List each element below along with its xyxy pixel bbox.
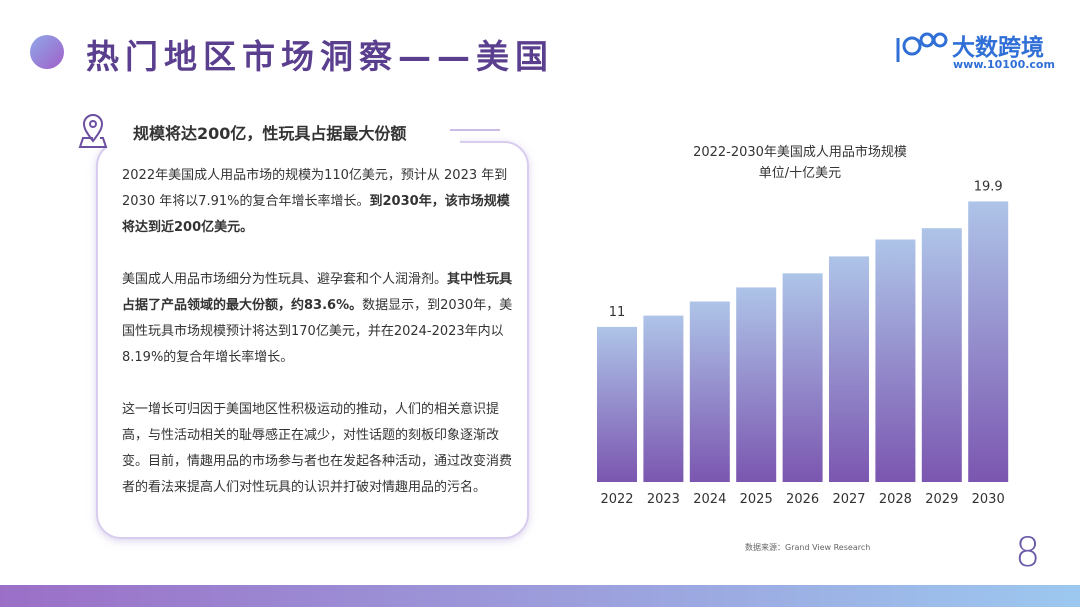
data-label: 11	[609, 305, 626, 320]
text: 数据显示，到2030年，美国性玩具市场规模预计将达到170亿美元，并在2024-…	[122, 298, 513, 365]
page-number: 8	[1015, 530, 1041, 576]
x-tick-label: 2027	[832, 492, 865, 507]
bar	[643, 315, 684, 482]
bold-text: 到2030年，该市场规模将达到近200亿美元。	[122, 194, 510, 235]
chart-title: 2022-2030年美国成人用品市场规模	[693, 144, 907, 160]
bar	[829, 256, 869, 482]
x-tick-label: 2023	[647, 492, 680, 507]
chart-subtitle: 单位/十亿美元	[759, 166, 841, 181]
bar	[736, 287, 777, 482]
paragraph: 2022年美国成人用品市场的规模为110亿美元，预计从 2023 年到 2030…	[122, 163, 514, 241]
paragraph: 美国成人用品市场细分为性玩具、避孕套和个人润滑剂。其中性玩具占据了产品领域的最大…	[122, 267, 514, 371]
text: 美国成人用品市场细分为性玩具、避孕套和个人润滑剂。	[122, 272, 448, 287]
x-tick-label: 2028	[879, 492, 912, 507]
text: 2022年美国成人用品市场的规模为110亿美元，预计从 2023 年到 2030…	[122, 168, 508, 209]
source-note: 数据来源：Grand View Research	[745, 543, 871, 552]
body-text: 2022年美国成人用品市场的规模为110亿美元，预计从 2023 年到 2030…	[122, 163, 514, 527]
bar	[689, 301, 730, 482]
location-icon	[78, 114, 108, 148]
section-heading: 规模将达200亿，性玩具占据最大份额	[133, 124, 407, 143]
x-tick-label: 2024	[693, 492, 726, 507]
x-tick-label: 2030	[972, 492, 1005, 507]
text: 这一增长可归因于美国地区性积极运动的推动，人们的相关意识提高，与性活动相关的耻辱…	[122, 402, 513, 495]
title-bullet	[30, 35, 64, 69]
data-label: 19.9	[974, 179, 1003, 194]
bold-text: 其中性玩具占据了产品领域的最大份额，约83.6%。	[122, 272, 513, 313]
heading-mask	[80, 112, 460, 148]
brand: 大数跨境	[952, 35, 1044, 61]
bar	[968, 201, 1009, 482]
page-title: 热门地区市场洞察——美国	[86, 37, 554, 76]
bar	[782, 273, 823, 482]
x-tick-label: 2025	[740, 492, 773, 507]
x-tick-label: 2029	[925, 492, 958, 507]
x-tick-label: 2026	[786, 492, 819, 507]
paragraph: 这一增长可归因于美国地区性积极运动的推动，人们的相关意识提高，与性活动相关的耻辱…	[122, 397, 514, 501]
bar	[597, 326, 637, 482]
bar	[921, 228, 962, 482]
footer-band	[0, 585, 1080, 607]
x-tick-label: 2022	[600, 492, 633, 507]
brand-url: www.10100.com	[953, 58, 1055, 71]
bar	[875, 239, 916, 482]
logo-icon	[896, 32, 948, 62]
